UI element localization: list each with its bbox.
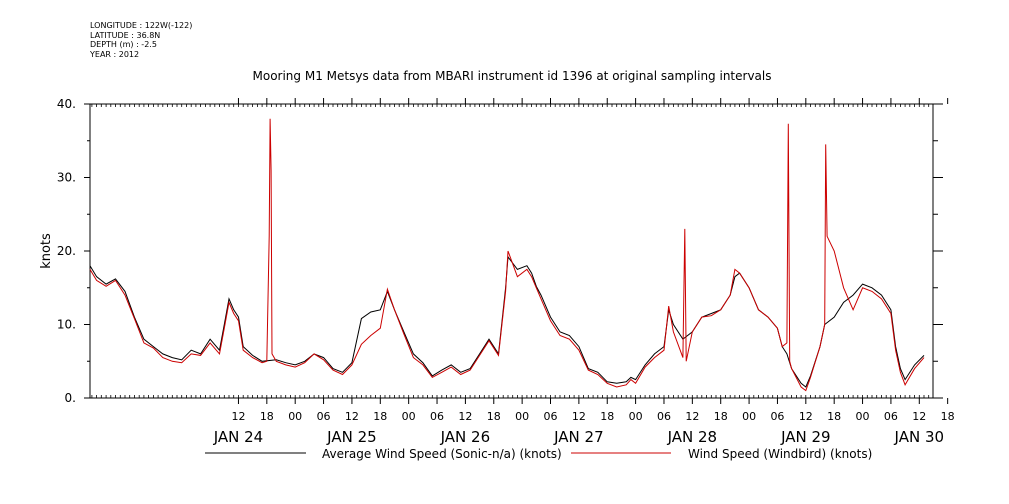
x-tick-label: 06 [657, 410, 671, 423]
x-tick-label: 00 [288, 410, 302, 423]
y-tick-label: 20. [57, 244, 76, 258]
x-tick-label: 00 [856, 410, 870, 423]
x-tick-label: 12 [345, 410, 359, 423]
x-tick-labels: 12 18 00 06 12 18 00 06 12 18 00 06 12 18 00 06 12 18 00 06… [231, 410, 954, 423]
x-minor-ticks [91, 104, 930, 398]
day-label: JAN 28 [667, 428, 718, 446]
x-tick-label: 18 [373, 410, 387, 423]
x-tick-label: 06 [317, 410, 331, 423]
plot-frame [89, 103, 934, 399]
x-tick-label: 12 [685, 410, 699, 423]
x-tick-label: 12 [912, 410, 926, 423]
x-tick-label: 06 [770, 410, 784, 423]
legend: Average Wind Speed (Sonic-n/a) (knots) W… [205, 447, 872, 461]
legend-label-sonic: Average Wind Speed (Sonic-n/a) (knots) [322, 447, 562, 461]
day-label: JAN 25 [326, 428, 377, 446]
x-tick-label: 00 [515, 410, 529, 423]
series-line-sonic [89, 255, 925, 388]
x-tick-label: 12 [572, 410, 586, 423]
day-label: JAN 26 [440, 428, 491, 446]
x-tick-label: 18 [714, 410, 728, 423]
x-tick-label: 18 [260, 410, 274, 423]
latitude-label: LATITUDE : 36.8N [90, 30, 161, 40]
x-tick-label: 12 [458, 410, 472, 423]
y-tick-label: 40. [57, 97, 76, 111]
series-line-windbird [89, 118, 925, 392]
depth-label: DEPTH (m) : -2.5 [90, 40, 157, 50]
x-tick-label: 18 [941, 410, 955, 423]
x-tick-label: 18 [487, 410, 501, 423]
x-tick-label: 18 [600, 410, 614, 423]
day-label: JAN 24 [213, 428, 264, 446]
day-label: JAN 30 [894, 428, 945, 446]
x-tick-label: 12 [799, 410, 813, 423]
y-tick-label: 30. [57, 171, 76, 185]
data-series [89, 118, 925, 392]
day-labels: JAN 24 JAN 25 JAN 26 JAN 27 JAN 28 JAN 29 JAN … [213, 428, 944, 446]
x-tick-label: 00 [629, 410, 643, 423]
legend-label-windbird: Wind Speed (Windbird) (knots) [688, 447, 872, 461]
chart-title: Mooring M1 Metsys data from MBARI instru… [253, 69, 772, 83]
year-label: YEAR : 2012 [90, 49, 140, 59]
y-tick-label: 10. [57, 318, 76, 332]
x-tick-label: 06 [544, 410, 558, 423]
axis-ticks [84, 98, 949, 404]
day-label: JAN 27 [553, 428, 604, 446]
longitude-label: LONGITUDE : 122W(-122) [90, 21, 193, 30]
day-label: JAN 29 [780, 428, 831, 446]
x-tick-label: 00 [742, 410, 756, 423]
x-tick-label: 06 [430, 410, 444, 423]
x-tick-label: 12 [231, 410, 245, 423]
y-tick-label: 0. [65, 391, 76, 405]
metadata-block: LONGITUDE : 122W(-122) LATITUDE : 36.8N … [90, 21, 192, 59]
x-tick-label: 18 [827, 410, 841, 423]
x-tick-label: 06 [884, 410, 898, 423]
x-tick-label: 00 [402, 410, 416, 423]
y-axis-label: knots [39, 233, 54, 269]
y-tick-labels: 0. 10. 20. 30. 40. [57, 97, 76, 405]
